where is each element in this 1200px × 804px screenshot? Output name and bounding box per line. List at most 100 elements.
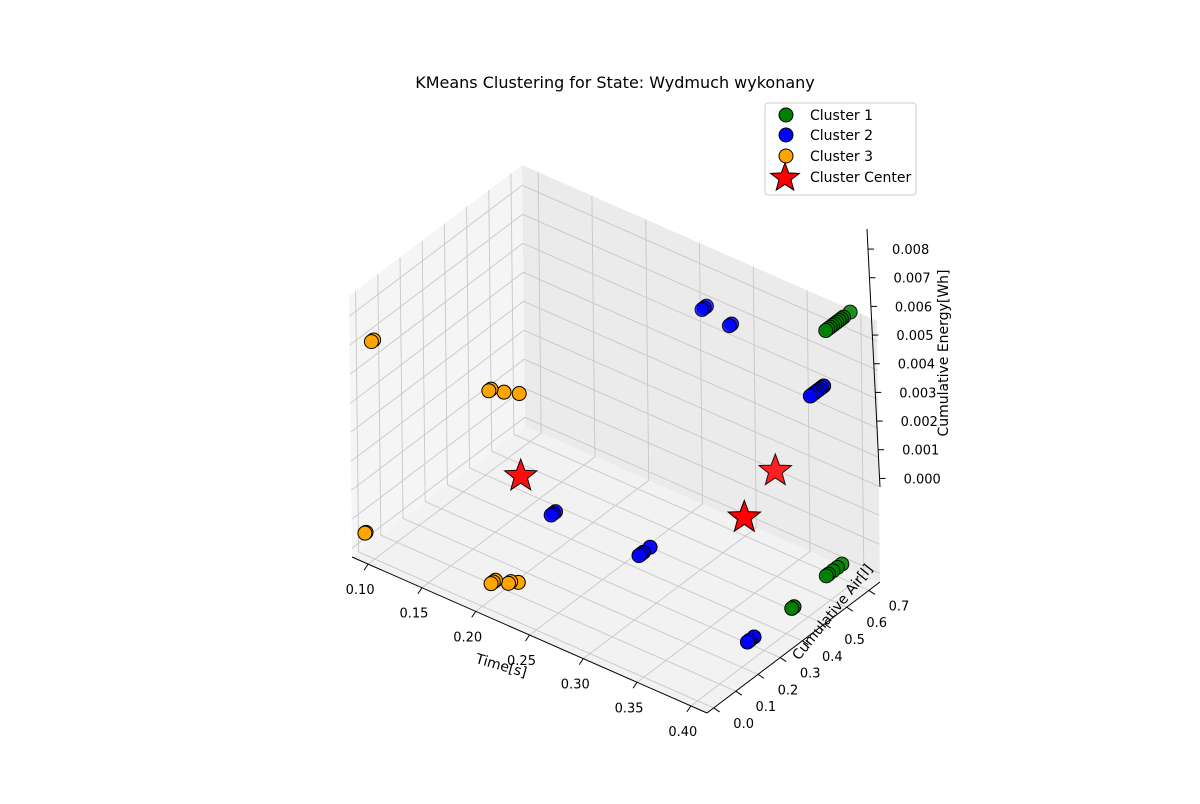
- x-tick-mark: [525, 634, 530, 642]
- legend: Cluster 1 Cluster 2 Cluster 3 Cluster Ce…: [764, 102, 917, 196]
- cluster-center-star: [757, 452, 793, 486]
- y-tick-mark: [735, 690, 743, 696]
- z-tick-label: 0.006: [895, 300, 932, 315]
- z-gridline: [350, 300, 879, 458]
- cluster-2-point: [802, 388, 818, 404]
- z-axis-label: Cumulative Energy[Wh]: [936, 269, 952, 436]
- x-gridline: [636, 290, 811, 683]
- legend-label-cluster-2: Cluster 2: [810, 128, 873, 144]
- z-gridline: [350, 329, 880, 487]
- cluster-2-point: [631, 548, 647, 564]
- y-tick-label: 0.4: [822, 650, 843, 665]
- y-tick-mark: [779, 657, 787, 662]
- y-gridline: [399, 257, 759, 675]
- x-tick-mark: [363, 563, 369, 571]
- legend-label-cluster-1: Cluster 1: [810, 108, 873, 124]
- axis-panes: [349, 165, 880, 713]
- z-tick-label: 0.004: [898, 358, 935, 373]
- cluster-3-point: [483, 576, 499, 592]
- cluster-1-point: [818, 568, 834, 584]
- z-tick-label: 0.005: [896, 329, 933, 344]
- y-tick-mark: [713, 707, 720, 713]
- x-tick-mark: [578, 658, 584, 665]
- y-gridline: [443, 223, 803, 642]
- z-gridline: [350, 358, 880, 516]
- cluster-center-star: [503, 457, 539, 491]
- z-gridline: [349, 213, 878, 371]
- z-gridline: [348, 184, 878, 342]
- chart-title: KMeans Clustering for State: Wydmuch wyk…: [415, 73, 815, 92]
- z-axis-line: [866, 228, 881, 488]
- cluster-3-point: [363, 334, 379, 350]
- x-tick-label: 0.30: [561, 678, 590, 693]
- legend-marker-cluster-2: [778, 127, 794, 143]
- x-tick-mark: [417, 587, 423, 595]
- z-gridline: [351, 416, 881, 574]
- cluster-3-point: [357, 525, 373, 541]
- cluster-center-star: [726, 498, 762, 533]
- legend-marker-cluster-3: [778, 148, 794, 164]
- y-tick-label: 0.1: [755, 700, 776, 715]
- x-tick-label: 0.25: [507, 654, 536, 669]
- y-tick-label: 0.6: [866, 616, 887, 631]
- cluster-2-point: [739, 634, 755, 650]
- x-tick-label: 0.40: [668, 725, 697, 740]
- y-tick-mark: [802, 640, 809, 646]
- z-tick-label: 0.001: [902, 444, 939, 459]
- x-tick-label: 0.20: [453, 630, 482, 645]
- y-gridline: [355, 290, 714, 709]
- z-gridline: [349, 242, 879, 400]
- cluster-2-point: [694, 302, 710, 318]
- z-tick-label: 0.000: [904, 472, 941, 487]
- y-tick-mark: [824, 623, 831, 629]
- y-gridline: [377, 274, 737, 692]
- y-tick-mark: [846, 606, 854, 612]
- cluster-3-point: [496, 384, 512, 400]
- x-gridline: [690, 313, 865, 707]
- y-gridline: [510, 173, 870, 591]
- x-gridline: [421, 195, 596, 589]
- y-tick-label: 0.7: [889, 599, 910, 614]
- z-tick-label: 0.008: [892, 243, 929, 258]
- y-gridline: [421, 240, 781, 658]
- z-tick-label: 0.003: [899, 386, 936, 401]
- legend-marker-cluster-1: [778, 107, 794, 123]
- legend-label-cluster-3: Cluster 3: [810, 149, 873, 165]
- cluster-3-point: [500, 575, 516, 591]
- cluster-3-point: [511, 386, 527, 402]
- cluster-2-point: [543, 507, 559, 523]
- z-tick-label: 0.007: [893, 272, 930, 287]
- x-tick-label: 0.35: [615, 701, 644, 716]
- y-tick-label: 0.0: [733, 717, 754, 732]
- y-gridline: [466, 206, 825, 625]
- legend-marker-center: [769, 161, 801, 192]
- x-gridline: [367, 172, 542, 565]
- cluster-3-point: [481, 383, 497, 399]
- y-tick-mark: [757, 673, 765, 679]
- data-points: [357, 298, 858, 650]
- x-tick-mark: [632, 681, 638, 689]
- cluster-1-point: [818, 323, 834, 339]
- cluster-2-point: [721, 318, 737, 334]
- y-tick-mark: [868, 589, 876, 595]
- x-tick-mark: [686, 705, 692, 713]
- legend-box: [764, 102, 917, 196]
- cluster-1-point: [784, 600, 800, 616]
- legend-label-center: Cluster Center: [810, 170, 912, 186]
- tick-labels: 0.10 0.15 0.20 0.25 0.30 0.35 0.40 0.00.10.20.3…: [346, 243, 941, 740]
- y-tick-label: 0.5: [844, 633, 865, 648]
- y-tick-label: 0.3: [800, 667, 821, 682]
- y-gridline: [488, 190, 847, 608]
- x-gridline: [583, 266, 757, 659]
- grid-lines: [348, 172, 881, 709]
- x-tick-mark: [471, 611, 477, 618]
- x-tick-label: 0.10: [346, 583, 375, 598]
- x-tick-label: 0.15: [399, 607, 428, 622]
- z-gridline: [349, 271, 879, 429]
- y-tick-label: 0.2: [778, 683, 799, 698]
- x-gridline: [529, 242, 703, 636]
- x-gridline: [475, 219, 650, 612]
- z-tick-label: 0.002: [901, 415, 938, 430]
